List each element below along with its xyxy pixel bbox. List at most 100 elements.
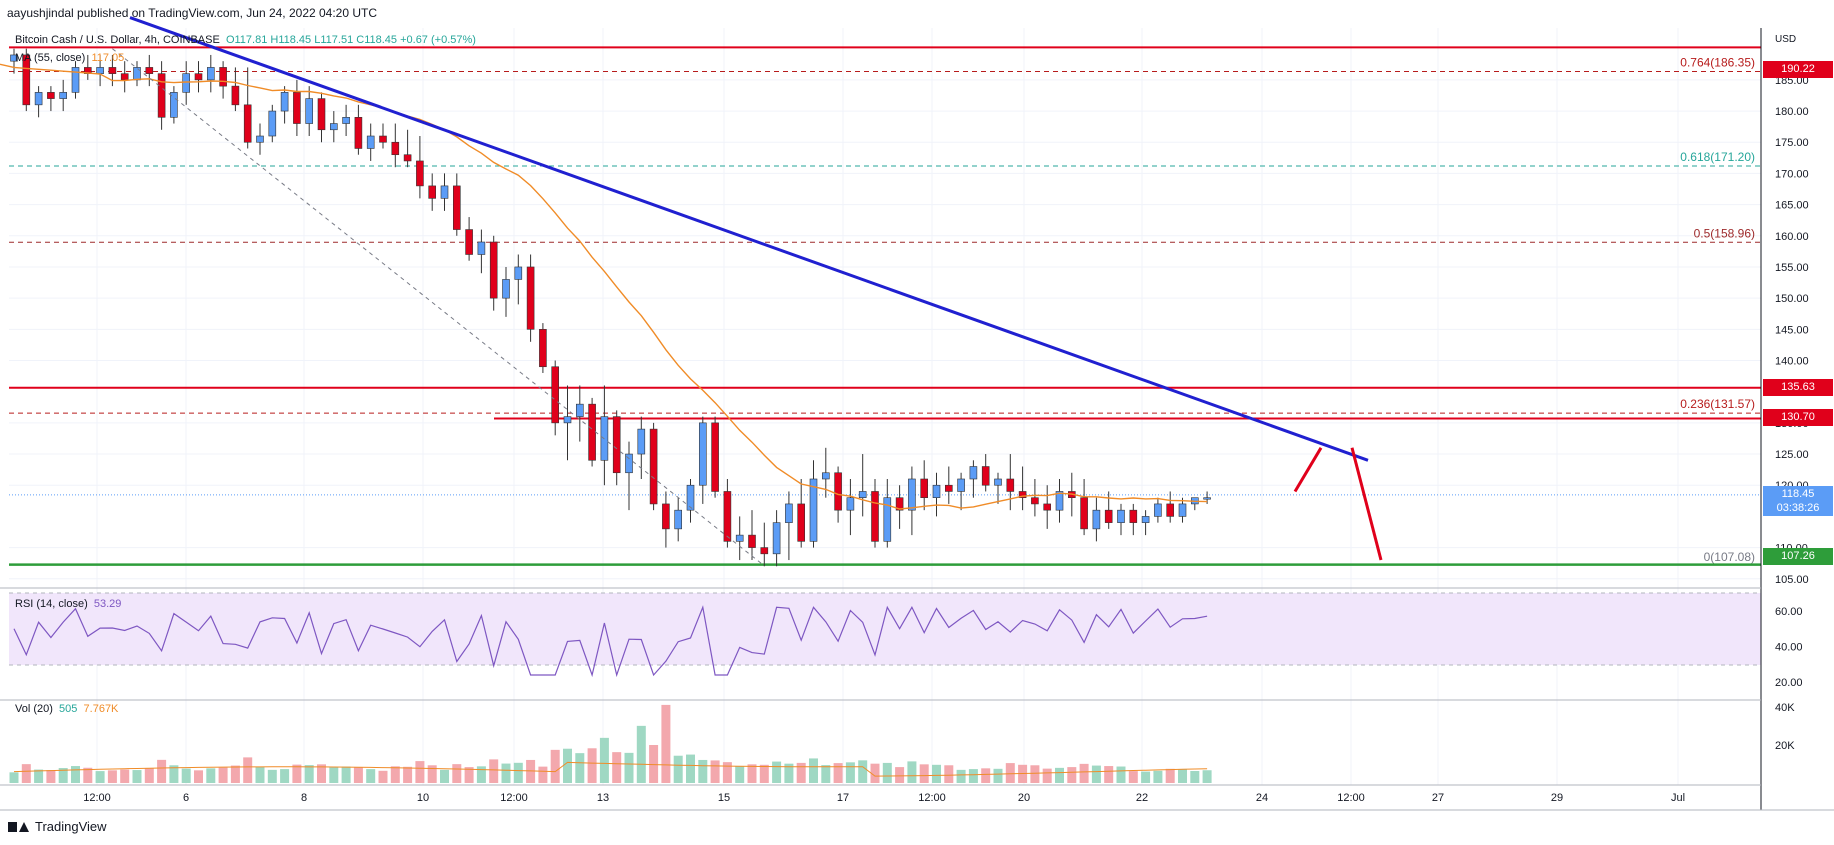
candle <box>994 472 1002 504</box>
candle-body <box>219 67 227 87</box>
fib-label: 0.5(158.96) <box>1694 226 1755 240</box>
volume-bar <box>1104 766 1114 783</box>
volume-bar <box>403 766 413 783</box>
price-tick-label: 150.00 <box>1775 293 1809 305</box>
candle-body <box>243 104 252 143</box>
volume-bar <box>58 768 68 783</box>
candle-body <box>612 416 621 474</box>
candle <box>403 129 412 168</box>
candle <box>391 123 400 168</box>
candle-body <box>625 453 633 474</box>
volume-bar <box>624 752 634 783</box>
time-tick-label: 13 <box>597 792 609 804</box>
candle <box>1154 497 1162 523</box>
candle <box>305 86 314 137</box>
candle-body <box>477 241 486 255</box>
volume-bar <box>956 769 966 783</box>
volume-bar <box>538 766 548 783</box>
candle <box>871 478 879 548</box>
volume-bar <box>932 764 941 783</box>
price-tick-label: 105.00 <box>1775 574 1809 586</box>
volume-bar <box>784 763 794 783</box>
candle <box>575 385 584 442</box>
time-tick-label: Jul <box>1671 792 1685 804</box>
candle-body <box>871 491 879 542</box>
candle <box>539 323 547 373</box>
candle-body <box>944 484 953 492</box>
volume-bar <box>722 762 732 783</box>
candle-body <box>920 478 929 498</box>
candle <box>379 123 387 149</box>
candle-body <box>908 478 916 511</box>
candle <box>858 454 867 517</box>
candle <box>760 522 769 567</box>
volume-bar <box>194 770 203 783</box>
vol-tick-label: 40K <box>1775 702 1795 714</box>
time-tick-label: 24 <box>1256 792 1268 804</box>
rsi-legend: RSI (14, close) 53.29 <box>15 598 121 610</box>
candle-body <box>1055 491 1064 511</box>
volume-bar <box>46 770 56 783</box>
candle-body <box>34 92 43 106</box>
candle <box>514 254 523 305</box>
candle <box>797 478 806 548</box>
volume-bar <box>575 753 585 783</box>
current-price-tag: 118.45 03:38:26 <box>1763 486 1833 516</box>
candle <box>207 54 215 93</box>
candle-body <box>416 160 424 187</box>
change-value: +0.67 (+0.57%) <box>400 34 476 46</box>
candle-body <box>1178 503 1187 517</box>
candle <box>674 497 683 542</box>
volume-bar <box>1190 771 1200 783</box>
candle-body <box>22 54 31 106</box>
time-tick-label: 15 <box>718 792 730 804</box>
candle <box>772 510 781 567</box>
volume-bar <box>144 768 154 783</box>
vol-legend: Vol (20) 505 7.767K <box>15 703 118 715</box>
candle <box>846 478 855 536</box>
candle <box>1006 454 1015 511</box>
candle-body <box>575 403 584 417</box>
horizontal-levels <box>9 46 1761 566</box>
candle-body <box>1154 503 1162 517</box>
volume-bar <box>636 725 646 783</box>
candle <box>280 86 289 124</box>
candle <box>465 217 473 261</box>
candle <box>1080 478 1088 536</box>
candle <box>981 454 990 492</box>
volume-bar <box>550 749 560 783</box>
volume-ma-line <box>13 761 1208 777</box>
volume-bar <box>981 768 991 783</box>
candle <box>637 416 646 479</box>
countdown: 03:38:26 <box>1776 502 1820 514</box>
candle-body <box>502 279 510 299</box>
tradingview-logo[interactable]: TradingView <box>8 819 107 834</box>
candle <box>1166 491 1174 523</box>
candle <box>883 478 892 548</box>
candle-body <box>305 98 314 124</box>
candle <box>22 48 31 112</box>
rsi-tick-label: 40.00 <box>1775 642 1803 654</box>
candle-body <box>329 123 338 131</box>
candle <box>563 385 572 461</box>
candle-body <box>391 141 400 156</box>
volume-bar <box>563 748 572 783</box>
dashed-diagonal <box>112 48 765 567</box>
low-value: L117.51 <box>314 34 354 46</box>
candle <box>698 416 707 504</box>
candle <box>366 123 375 161</box>
volume-bar <box>735 766 745 783</box>
candle-body <box>1080 497 1088 530</box>
price-tick-label: 165.00 <box>1775 200 1809 212</box>
volume-bar <box>9 772 19 783</box>
volume-bar <box>1165 768 1175 783</box>
candle-body <box>883 497 892 542</box>
candle <box>502 266 510 317</box>
volume-pane <box>9 704 1212 783</box>
candle-body <box>182 73 190 93</box>
support-tag: 107.26 <box>1763 548 1833 565</box>
candle-body <box>268 110 277 137</box>
price-tick-label: 175.00 <box>1775 137 1809 149</box>
candle <box>219 61 227 99</box>
candle <box>317 92 326 143</box>
